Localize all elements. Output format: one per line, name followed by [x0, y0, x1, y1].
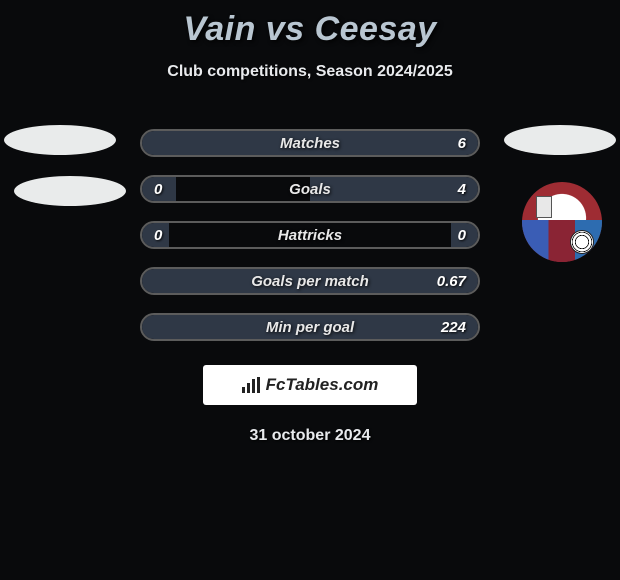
badge-tower-icon: [536, 196, 552, 218]
stat-value-right: 0: [458, 227, 466, 244]
club-badge-right: [522, 182, 602, 262]
stat-row-goals: 0 Goals 4: [140, 175, 480, 203]
stat-value-right: 224: [441, 319, 466, 336]
stat-label: Matches: [280, 135, 340, 152]
logo-text: FcTables.com: [266, 375, 379, 395]
player-left-shape-2: [14, 176, 126, 206]
player-left-shape-1: [4, 125, 116, 155]
stat-label: Hattricks: [278, 227, 342, 244]
stat-value-right: 0.67: [437, 273, 466, 290]
stat-value-right: 4: [458, 181, 466, 198]
badge-ball-icon: [570, 230, 594, 254]
stat-row-min-per-goal: Min per goal 224: [140, 313, 480, 341]
stat-row-goals-per-match: Goals per match 0.67: [140, 267, 480, 295]
page-title: Vain vs Ceesay: [0, 0, 620, 49]
stat-row-matches: Matches 6: [140, 129, 480, 157]
fctables-logo[interactable]: FcTables.com: [203, 365, 417, 405]
stat-label: Goals: [289, 181, 331, 198]
stat-row-hattricks: 0 Hattricks 0: [140, 221, 480, 249]
stat-value-left: 0: [154, 181, 162, 198]
stat-value-right: 6: [458, 135, 466, 152]
bar-right: [310, 177, 478, 201]
stat-label: Min per goal: [266, 319, 354, 336]
stat-label: Goals per match: [251, 273, 369, 290]
player-right-shape-1: [504, 125, 616, 155]
date-text: 31 october 2024: [0, 427, 620, 445]
subtitle: Club competitions, Season 2024/2025: [0, 63, 620, 81]
bar-chart-icon: [242, 377, 262, 393]
stat-value-left: 0: [154, 227, 162, 244]
